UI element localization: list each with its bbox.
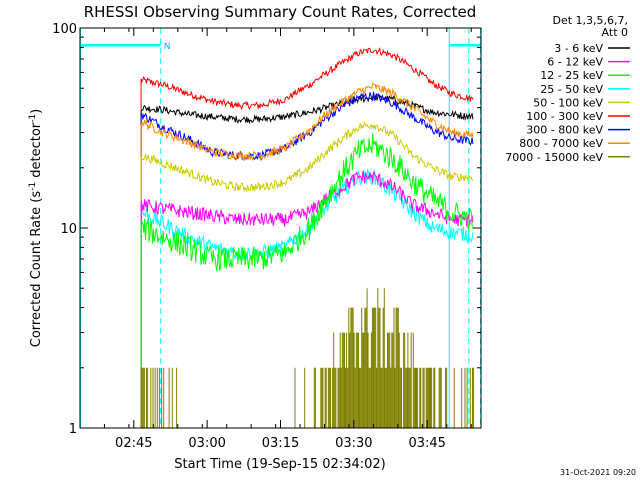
y-axis-label: Corrected Count Rate (s-1 detector-1) <box>28 109 44 347</box>
series-line-7000-15000-kev <box>140 288 475 429</box>
x-tick-label-1: 03:00 <box>188 436 225 451</box>
legend-label-6: 300 - 800 keV <box>526 124 603 137</box>
legend-label-1: 6 - 12 keV <box>547 56 603 69</box>
legend-label-8: 7000 - 15000 keV <box>505 151 603 164</box>
y-axis-label-sup2: -1 <box>28 114 38 123</box>
axes: 1 10 100 02:45 03:00 03:15 03:30 03:45 <box>52 22 481 451</box>
x-tick-label-0: 02:45 <box>115 436 152 451</box>
legend-label-3: 25 - 50 keV <box>540 83 603 96</box>
y-axis-label-sup1: -1 <box>28 182 38 191</box>
series-line-800-7000-kev <box>140 82 474 428</box>
y-axis-label-pre: Corrected Count Rate (s <box>29 191 44 348</box>
y-tick-label-2: 100 <box>52 22 77 37</box>
legend-header-0: Det 1,3,5,6,7, <box>552 14 628 27</box>
legend-label-7: 800 - 7000 keV <box>519 137 603 150</box>
y-axis-label-post: ) <box>29 109 44 114</box>
chart-title: RHESSI Observing Summary Count Rates, Co… <box>84 3 477 21</box>
series-line-3-6-kev <box>140 93 474 428</box>
x-tick-label-2: 03:15 <box>262 436 299 451</box>
legend-header-1: Att 0 <box>602 26 628 39</box>
series-line-12-25-kev <box>140 133 474 428</box>
legend-label-2: 12 - 25 keV <box>540 69 603 82</box>
x-tick-label-4: 03:45 <box>408 436 445 451</box>
y-tick-label-0: 1 <box>69 422 77 437</box>
series-line-50-100-kev <box>140 121 474 428</box>
legend-label-4: 50 - 100 keV <box>533 96 603 109</box>
series-line-6-12-kev <box>140 170 474 428</box>
footer-timestamp: 31-Oct-2021 09:20 <box>560 468 636 477</box>
annotation-label: N <box>164 42 171 52</box>
legend-label-5: 100 - 300 keV <box>526 110 603 123</box>
legend-label-0: 3 - 6 keV <box>554 42 603 55</box>
series-line-100-300-kev <box>140 47 474 428</box>
x-axis-label: Start Time (19-Sep-15 02:34:02) <box>174 457 385 472</box>
y-tick-label-1: 10 <box>60 222 77 237</box>
y-axis-label-mid: detector <box>29 122 44 182</box>
plot-area: N <box>80 28 481 429</box>
series-line-25-50-kev <box>140 168 474 428</box>
x-tick-label-3: 03:30 <box>335 436 372 451</box>
